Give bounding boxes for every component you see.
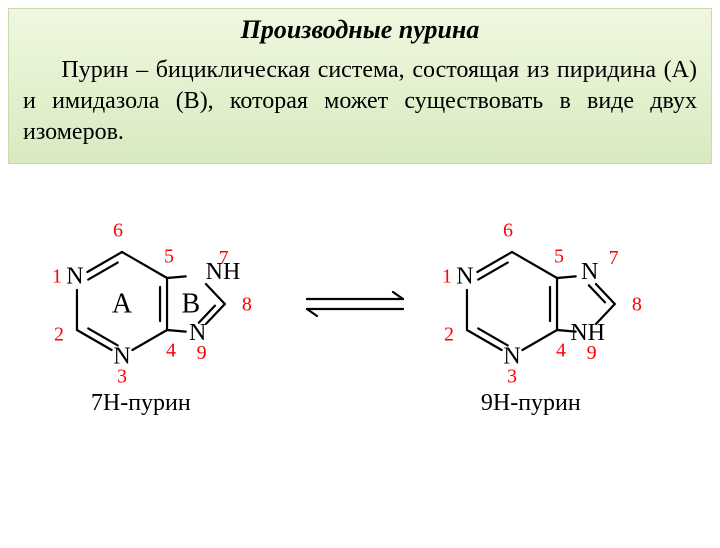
- svg-text:3: 3: [507, 365, 517, 387]
- svg-text:5: 5: [554, 245, 564, 267]
- svg-text:8: 8: [242, 293, 252, 315]
- svg-text:7: 7: [609, 247, 619, 269]
- svg-text:N: N: [66, 263, 83, 289]
- svg-text:3: 3: [117, 365, 127, 387]
- svg-text:2: 2: [444, 323, 454, 345]
- svg-text:5: 5: [164, 245, 174, 267]
- svg-text:1: 1: [442, 265, 452, 287]
- intro-paragraph: Пурин – бициклическая система, состоящая…: [23, 55, 697, 149]
- svg-text:N: N: [456, 263, 473, 289]
- svg-text:2: 2: [54, 323, 64, 345]
- svg-text:4: 4: [556, 339, 566, 361]
- svg-text:B: B: [182, 288, 201, 319]
- svg-text:1: 1: [52, 265, 62, 287]
- page-title: Производные пурина: [23, 15, 697, 45]
- svg-text:6: 6: [503, 219, 513, 241]
- svg-text:4: 4: [166, 339, 176, 361]
- svg-text:9: 9: [587, 342, 597, 364]
- header-box: Производные пурина Пурин – бициклическая…: [8, 8, 712, 164]
- svg-text:8: 8: [632, 293, 642, 315]
- caption-7h-purine: 7H-пурин: [91, 390, 191, 417]
- tautomer-diagram: NNNHNAB123456789NNNNH123456789 7H-пурин …: [0, 164, 720, 524]
- svg-text:N: N: [581, 258, 598, 284]
- caption-9h-purine: 9H-пурин: [481, 390, 581, 417]
- svg-text:9: 9: [197, 342, 207, 364]
- svg-text:7: 7: [219, 247, 229, 269]
- svg-text:A: A: [112, 288, 133, 319]
- chemistry-svg: NNNHNAB123456789NNNNH123456789: [0, 164, 720, 474]
- svg-text:6: 6: [113, 219, 123, 241]
